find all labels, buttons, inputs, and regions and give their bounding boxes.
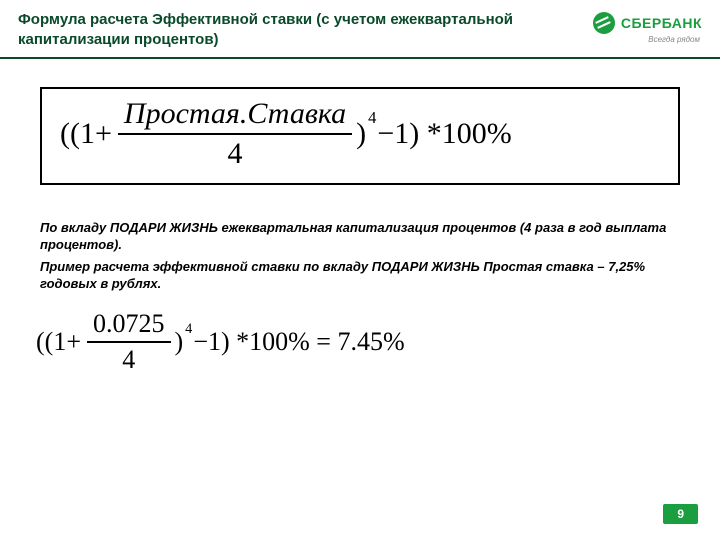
content-area: ((1 + Простая.Ставка 4 ) 4 −1) *100% По … xyxy=(0,59,720,373)
formula-fraction: Простая.Ставка 4 xyxy=(118,99,352,169)
ex-fraction: 0.0725 4 xyxy=(87,311,171,373)
ex-tail: −1) *100% = 7.45% xyxy=(193,329,404,355)
logo-tagline: Всегда рядом xyxy=(648,35,700,44)
formula-open: ((1 xyxy=(60,119,95,149)
header: Формула расчета Эффективной ставки (с уч… xyxy=(0,0,720,57)
formula-example: ((1 + 0.0725 4 ) 4 −1) *100% = 7.45% xyxy=(36,311,680,373)
formula-general: ((1 + Простая.Ставка 4 ) 4 −1) *100% xyxy=(60,99,512,169)
formula-general-box: ((1 + Простая.Ставка 4 ) 4 −1) *100% xyxy=(40,87,680,185)
formula-denominator: 4 xyxy=(118,133,352,169)
note-line-1: По вкладу ПОДАРИ ЖИЗНЬ ежеквартальная ка… xyxy=(40,219,680,254)
ex-close-paren: ) xyxy=(175,329,184,355)
ex-plus: + xyxy=(66,329,81,355)
slide-title: Формула расчета Эффективной ставки (с уч… xyxy=(18,10,593,51)
ex-numerator: 0.0725 xyxy=(87,311,171,341)
ex-open: ((1 xyxy=(36,329,66,355)
sberbank-logo-icon xyxy=(593,12,615,34)
logo-row: СБЕРБАНК xyxy=(593,12,702,34)
formula-plus: + xyxy=(95,119,112,149)
formula-tail: −1) *100% xyxy=(377,119,511,149)
ex-denominator: 4 xyxy=(87,341,171,373)
formula-exponent: 4 xyxy=(368,110,376,127)
formula-numerator: Простая.Ставка xyxy=(118,99,352,133)
logo-text: СБЕРБАНК xyxy=(621,15,702,31)
formula-close-paren: ) xyxy=(356,119,366,149)
note-line-2: Пример расчета эффективной ставки по вкл… xyxy=(40,258,680,293)
page-number-badge: 9 xyxy=(663,504,698,524)
ex-exponent: 4 xyxy=(185,322,192,336)
logo-block: СБЕРБАНК Всегда рядом xyxy=(593,10,702,44)
